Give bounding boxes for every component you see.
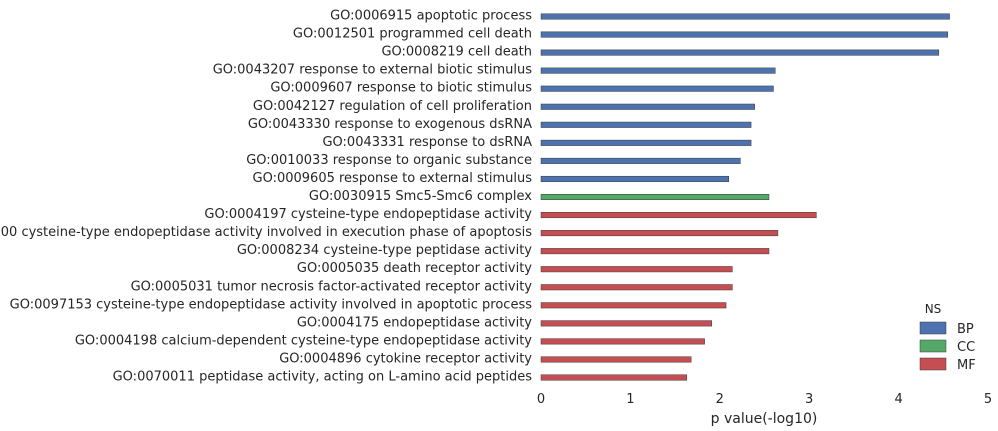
category-label: GO:0012501 programmed cell death: [293, 27, 532, 42]
category-label: GO:0043331 response to dsRNA: [322, 135, 532, 150]
bar-mf: [540, 284, 733, 291]
category-label: GO:0097200 cysteine-type endopeptidase a…: [0, 225, 532, 240]
bar-bp: [540, 121, 752, 128]
x-tick-label: 0: [537, 392, 545, 407]
bar-bp: [540, 139, 752, 146]
category-label: GO:0097153 cysteine-type endopeptidase a…: [10, 297, 533, 312]
bar-bp: [540, 31, 949, 38]
category-label: GO:0006915 apoptotic process: [330, 9, 532, 24]
legend-label: BP: [957, 322, 974, 337]
category-label: GO:0008219 cell death: [381, 45, 532, 60]
category-label: GO:0004197 cysteine-type endopeptidase a…: [204, 207, 532, 222]
legend: NS BP CC MF: [919, 302, 976, 373]
category-label: GO:0009607 response to biotic stimulus: [270, 81, 532, 96]
x-tick-label: 1: [626, 392, 634, 407]
legend-label: CC: [957, 340, 975, 355]
category-label: GO:0010033 response to organic substance: [246, 153, 532, 168]
category-label: GO:0043330 response to exogenous dsRNA: [248, 117, 532, 132]
bar-bp: [540, 67, 776, 74]
category-label: GO:0004175 endopeptidase activity: [297, 315, 532, 330]
category-label: GO:0043207 response to external biotic s…: [213, 63, 533, 78]
x-tick-label: 2: [716, 392, 724, 407]
category-label: GO:0009605 response to external stimulus: [253, 171, 533, 186]
category-label: GO:0004198 calcium-dependent cysteine-ty…: [75, 333, 532, 348]
category-label: GO:0042127 regulation of cell proliferat…: [253, 99, 532, 114]
category-label: GO:0005035 death receptor activity: [297, 261, 532, 276]
legend-label: MF: [957, 358, 976, 373]
bars-layer: [540, 13, 950, 381]
bar-bp: [540, 103, 755, 110]
bar-mf: [540, 356, 692, 363]
legend-swatch-bp: [919, 321, 947, 335]
bar-mf: [540, 266, 733, 273]
x-tick-label: 3: [805, 392, 813, 407]
category-label: GO:0004896 cytokine receptor activity: [279, 351, 532, 366]
bar-bp: [540, 175, 729, 182]
x-axis-title: p value(-log10): [711, 411, 818, 427]
category-label: GO:0070011 peptidase activity, acting on…: [113, 370, 533, 385]
bar-mf: [540, 320, 712, 327]
bar-bp: [540, 85, 774, 92]
x-axis: 0 1 2 3 4 5: [537, 392, 992, 407]
category-label: GO:0005031 tumor necrosis factor-activat…: [131, 279, 533, 294]
category-labels: GO:0006915 apoptotic process GO:0012501 p…: [0, 9, 532, 385]
bar-mf: [540, 302, 727, 309]
legend-swatch-cc: [919, 339, 947, 353]
bar-bp: [540, 49, 940, 56]
bar-mf: [540, 230, 779, 237]
bar-mf: [540, 374, 687, 381]
category-label: GO:0008234 cysteine-type peptidase activ…: [237, 243, 532, 258]
category-label: GO:0030915 Smc5-Smc6 complex: [309, 189, 532, 204]
legend-title: NS: [925, 302, 942, 316]
bar-bp: [540, 157, 741, 164]
legend-swatch-mf: [919, 357, 947, 371]
bar-bp: [540, 13, 950, 20]
bar-cc: [540, 194, 770, 200]
bar-mf: [540, 338, 705, 345]
bar-mf: [540, 248, 770, 255]
bar-mf: [540, 212, 817, 219]
x-tick-label: 4: [894, 392, 902, 407]
x-tick-label: 5: [984, 392, 992, 407]
